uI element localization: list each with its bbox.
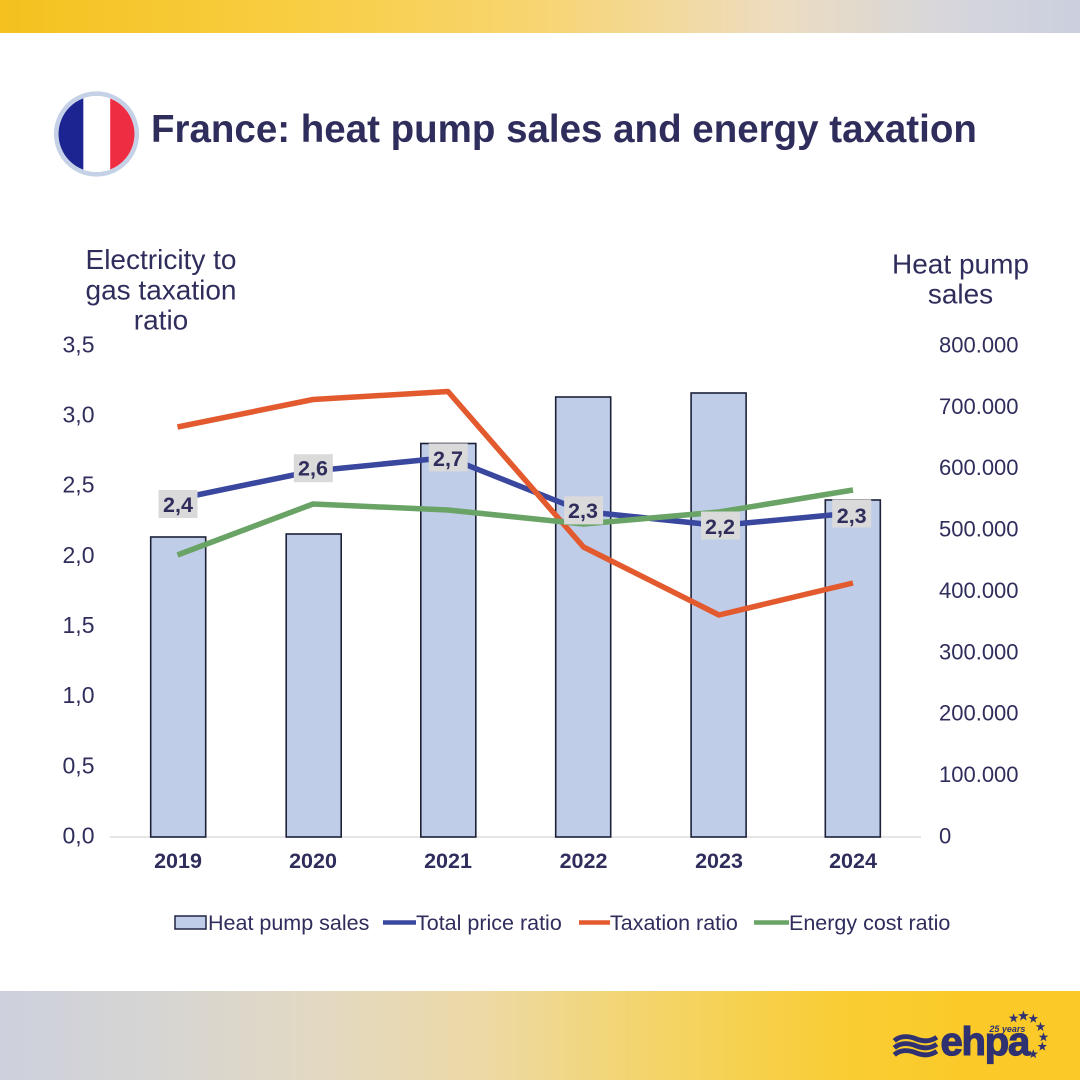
svg-text:300.000: 300.000 xyxy=(939,639,1019,664)
svg-text:2,2: 2,2 xyxy=(705,515,735,539)
svg-text:2,3: 2,3 xyxy=(837,504,867,528)
svg-text:0,0: 0,0 xyxy=(63,823,95,849)
svg-text:2019: 2019 xyxy=(154,849,202,873)
svg-text:500.000: 500.000 xyxy=(939,517,1019,542)
svg-text:2,5: 2,5 xyxy=(63,472,95,498)
svg-text:0: 0 xyxy=(939,824,951,849)
svg-text:gas taxation: gas taxation xyxy=(86,274,237,305)
svg-text:1,0: 1,0 xyxy=(63,682,95,708)
svg-text:2021: 2021 xyxy=(424,849,472,873)
svg-text:ehpa: ehpa xyxy=(941,1020,1032,1064)
svg-text:2022: 2022 xyxy=(560,849,608,873)
svg-text:2,4: 2,4 xyxy=(163,493,193,517)
svg-text:2,3: 2,3 xyxy=(568,499,598,523)
svg-text:2,0: 2,0 xyxy=(63,542,95,568)
svg-text:3,5: 3,5 xyxy=(63,332,95,358)
svg-text:Energy cost ratio: Energy cost ratio xyxy=(789,911,950,935)
svg-text:3,0: 3,0 xyxy=(63,402,95,428)
svg-text:Taxation ratio: Taxation ratio xyxy=(610,911,738,935)
svg-text:Total price ratio: Total price ratio xyxy=(416,911,562,935)
svg-text:1,5: 1,5 xyxy=(63,612,95,638)
svg-text:400.000: 400.000 xyxy=(939,578,1019,603)
svg-text:sales: sales xyxy=(928,279,993,310)
svg-text:Heat pump: Heat pump xyxy=(892,248,1029,279)
svg-text:2,6: 2,6 xyxy=(298,457,328,481)
svg-text:600.000: 600.000 xyxy=(939,455,1019,480)
svg-text:25 years: 25 years xyxy=(988,1024,1025,1034)
svg-text:700.000: 700.000 xyxy=(939,394,1019,419)
svg-text:200.000: 200.000 xyxy=(939,701,1019,726)
svg-text:0,5: 0,5 xyxy=(63,752,95,778)
svg-text:800.000: 800.000 xyxy=(939,333,1019,358)
svg-text:Heat pump sales: Heat pump sales xyxy=(208,911,369,935)
svg-text:2023: 2023 xyxy=(695,849,743,873)
svg-text:2020: 2020 xyxy=(289,849,337,873)
svg-text:100.000: 100.000 xyxy=(939,762,1019,787)
svg-text:Electricity to: Electricity to xyxy=(86,244,237,275)
svg-text:2024: 2024 xyxy=(829,849,877,873)
svg-text:2,7: 2,7 xyxy=(433,447,463,471)
svg-text:ratio: ratio xyxy=(134,305,188,336)
